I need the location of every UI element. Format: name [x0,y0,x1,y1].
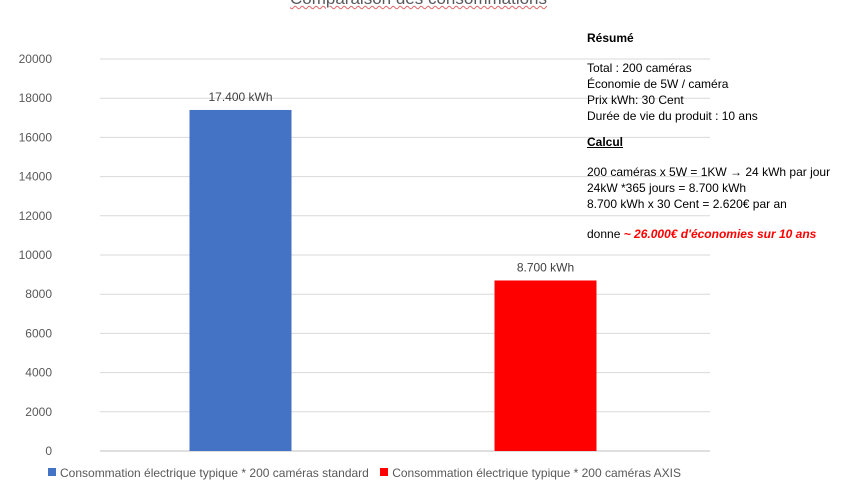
chart-title: Comparaison des consommations [290,0,580,9]
summary-heading: Résumé [587,31,634,45]
calcul-line-cost: 8.700 kWh x 30 Cent = 2.620€ par an [587,197,787,211]
legend-swatch-standard [48,468,56,476]
legend-item-standard: Consommation électrique typique * 200 ca… [48,466,372,480]
legend-label-standard: Consommation électrique typique * 200 ca… [60,466,369,480]
calcul-line-yearly: 24kW *365 jours = 8.700 kWh [587,181,747,195]
result-emphasis: ~ 26.000€ d'économies sur 10 ans [623,227,817,241]
bar-data-label: 17.400 kWh [208,90,272,104]
bar [494,280,597,451]
y-tick-label: 18000 [19,91,53,105]
calcul-line-daily: 200 caméras x 5W = 1KW → 24 kWh par jour [587,165,831,179]
y-tick-label: 20000 [19,52,53,66]
legend-item-axis: Consommation électrique typique * 200 ca… [380,466,681,480]
y-tick-label: 16000 [19,130,53,144]
y-tick-label: 4000 [25,366,52,380]
summary-line-price: Prix kWh: 30 Cent [587,93,684,107]
chart-bars [189,109,597,452]
y-axis-tick-labels: 0 2000 4000 6000 8000 10000 12000 14000 16000 180… [19,52,53,458]
y-tick-label: 12000 [19,209,53,223]
bar-data-label: 8.700 kWh [517,260,574,274]
summary-line-lifetime: Durée de vie du produit : 10 ans [587,109,758,123]
result-prefix: donne [587,227,621,241]
bar [189,109,292,452]
y-tick-label: 10000 [19,248,53,262]
legend-label-axis: Consommation électrique typique * 200 ca… [392,466,682,480]
summary-line-saving: Économie de 5W / caméra [587,77,729,91]
y-tick-label: 14000 [19,170,53,184]
legend-swatch-axis [380,468,389,476]
summary-panel: Résumé Total : 200 caméras Économie de 5… [587,30,845,242]
y-tick-label: 2000 [25,405,52,419]
result-line: donne ~ 26.000€ d'économies sur 10 ans [587,226,845,242]
chart-data-labels: 17.400 kWh 8.700 kWh [208,90,574,275]
chart-legend: Consommation électrique typique * 200 ca… [48,466,848,480]
summary-line-total: Total : 200 caméras [587,61,692,75]
y-tick-label: 6000 [25,326,52,340]
y-tick-label: 0 [45,444,52,458]
y-tick-label: 8000 [25,287,52,301]
calcul-heading: Calcul [587,135,624,149]
